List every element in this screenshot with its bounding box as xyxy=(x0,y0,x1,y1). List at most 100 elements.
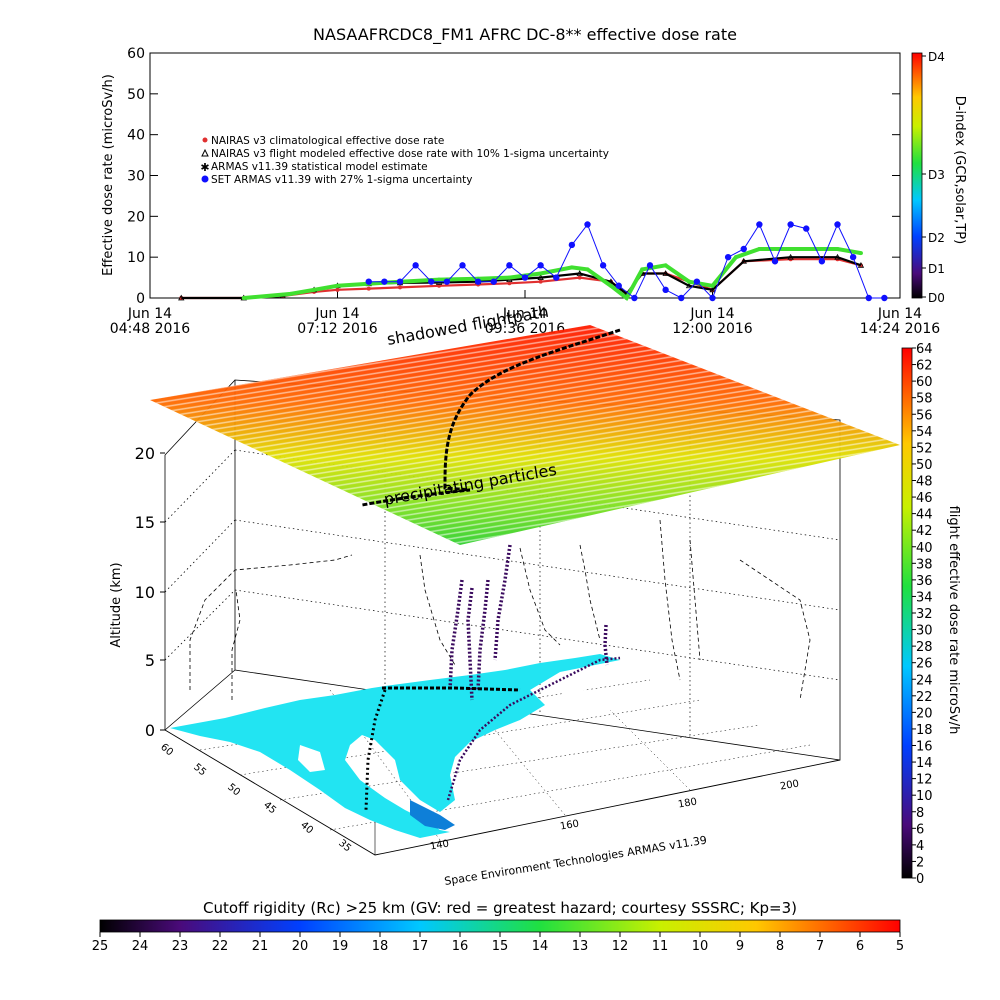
point-set_armas xyxy=(443,278,451,285)
dose-tick-label: 20 xyxy=(916,706,933,721)
altitude-tick-label: 10 xyxy=(135,583,155,602)
point-set_armas xyxy=(615,282,622,289)
rigidity-tick-label: 22 xyxy=(212,939,229,954)
point-armas_stat xyxy=(569,265,574,270)
point-nairas_flight xyxy=(740,257,747,264)
dose-colorbar-label: flight effective dose rate microSv/h xyxy=(946,506,961,735)
dose-tick-label: 14 xyxy=(916,756,933,771)
rigidity-tick-label: 9 xyxy=(736,939,744,954)
rigidity-colorbar-ticks: 25 24 23 22 21 20 19 18 17 16 15 14 13 12 11 10 9 8 7 6 5 xyxy=(92,932,904,954)
dose-tick-label: 62 xyxy=(916,359,933,374)
rigidity-tick-label: 14 xyxy=(532,939,549,954)
series-layer xyxy=(178,221,888,302)
legend-label: NAIRAS v3 flight modeled effective dose … xyxy=(211,148,609,160)
legend-label: ARMAS v11.39 statistical model estimate xyxy=(211,161,428,173)
dose-tick-label: 0 xyxy=(916,872,924,887)
point-set_armas xyxy=(771,258,779,265)
dose-tick-label: 18 xyxy=(916,723,933,738)
point-set_armas xyxy=(678,294,685,302)
point-armas_stat xyxy=(663,263,668,268)
rigidity-tick-label: 15 xyxy=(492,939,509,954)
y-tick-label: 40 xyxy=(127,128,145,144)
dose-tick-label: 48 xyxy=(916,475,933,490)
altitude-tick-label: 5 xyxy=(145,651,155,670)
dose-tick-label: 42 xyxy=(916,524,933,539)
point-nairas_flight xyxy=(787,253,794,260)
point-nairas_flight xyxy=(834,253,841,260)
point-set_armas xyxy=(834,221,841,228)
point-set_armas xyxy=(865,294,872,302)
point-set_armas xyxy=(599,262,607,269)
dose-tick-label: 38 xyxy=(916,557,933,572)
dose-tick-label: 50 xyxy=(916,458,933,473)
point-set_armas xyxy=(490,278,497,285)
longitude-tick-label: 200 xyxy=(779,778,800,792)
latitude-tick-label: 50 xyxy=(225,782,242,799)
x-tick-label-date: Jun 14 xyxy=(877,306,922,322)
dose-tick-label: 56 xyxy=(916,408,933,423)
legend-marker xyxy=(201,148,209,157)
wall-projections xyxy=(189,519,811,701)
rigidity-colorbar-label: Cutoff rigidity (Rc) >25 km (GV: red = g… xyxy=(203,899,797,917)
x-tick-label-date: Jun 14 xyxy=(127,306,172,322)
point-armas_stat xyxy=(538,271,543,276)
flight-path-upper xyxy=(361,328,621,507)
longitude-axis-ticks: 140 160 180 200 xyxy=(429,778,800,852)
dindex-colorbar-ticks: D0 D1 D2 D3 D4 xyxy=(922,50,945,305)
latitude-tick-label: 60 xyxy=(158,742,175,759)
point-armas_stat xyxy=(687,279,692,284)
longitude-tick-label: 140 xyxy=(429,838,450,852)
point-nairas_clim xyxy=(507,281,512,286)
rigidity-tick-label: 8 xyxy=(776,939,784,954)
dose-tick-label: 36 xyxy=(916,574,933,589)
point-armas_stat xyxy=(858,251,863,256)
legend-marker xyxy=(202,137,208,143)
rigidity-tick-label: 17 xyxy=(412,939,429,954)
point-set_armas xyxy=(724,253,732,261)
latitude-tick-label: 45 xyxy=(261,800,278,817)
point-set_armas xyxy=(553,274,560,281)
legend: NAIRAS v3 climatological effective dose … xyxy=(200,135,609,186)
rigidity-tick-label: 6 xyxy=(856,939,864,954)
point-set_armas xyxy=(474,278,482,285)
land-mass xyxy=(170,654,620,838)
point-nairas_clim xyxy=(366,286,371,291)
point-set_armas xyxy=(756,221,763,228)
rigidity-tick-label: 16 xyxy=(452,939,469,954)
y-axis-label: Effective dose rate (microSv/h) xyxy=(101,74,116,276)
dose-tick-label: 60 xyxy=(916,375,933,390)
y-tick-label: 60 xyxy=(127,46,145,62)
y-tick-label: 20 xyxy=(127,209,145,225)
point-set_armas xyxy=(428,278,435,285)
y-tick-label: 0 xyxy=(136,291,145,307)
longitude-tick-label: 160 xyxy=(559,818,580,832)
x-tick-label-time: 14:24 2016 xyxy=(860,321,941,337)
point-set_armas xyxy=(584,221,591,228)
dose-tick-label: 24 xyxy=(916,673,933,688)
point-nairas_flight xyxy=(857,262,865,268)
point-set_armas xyxy=(381,278,388,285)
dose-tick-label: 28 xyxy=(916,640,933,655)
z-axis-label: Altitude (km) xyxy=(109,562,124,647)
altitude-tick-label: 0 xyxy=(145,721,155,740)
x-tick-label-date: Jun 14 xyxy=(502,306,547,322)
point-set_armas xyxy=(365,278,372,285)
rigidity-tick-label: 25 xyxy=(92,939,109,954)
legend-label: NAIRAS v3 climatological effective dose … xyxy=(211,135,444,147)
dindex-tick-label: D4 xyxy=(928,50,945,64)
point-set_armas xyxy=(709,294,716,302)
point-set_armas xyxy=(646,262,654,269)
dose-tick-label: 52 xyxy=(916,441,933,456)
point-set_armas xyxy=(803,225,810,232)
point-set_armas xyxy=(740,245,747,253)
point-nairas_flight xyxy=(435,279,443,285)
altitude-axis-ticks: 0 5 10 15 20 xyxy=(135,444,165,740)
rigidity-tick-label: 11 xyxy=(652,939,669,954)
dose-colorbar-ticks: 0246810121416182022242628303234363840424… xyxy=(912,342,933,887)
dose-tick-label: 46 xyxy=(916,491,933,506)
dose-tick-label: 2 xyxy=(916,855,924,870)
dose-tick-label: 32 xyxy=(916,607,933,622)
y-axis-ticks: 0 10 20 30 40 50 60 xyxy=(127,46,900,307)
